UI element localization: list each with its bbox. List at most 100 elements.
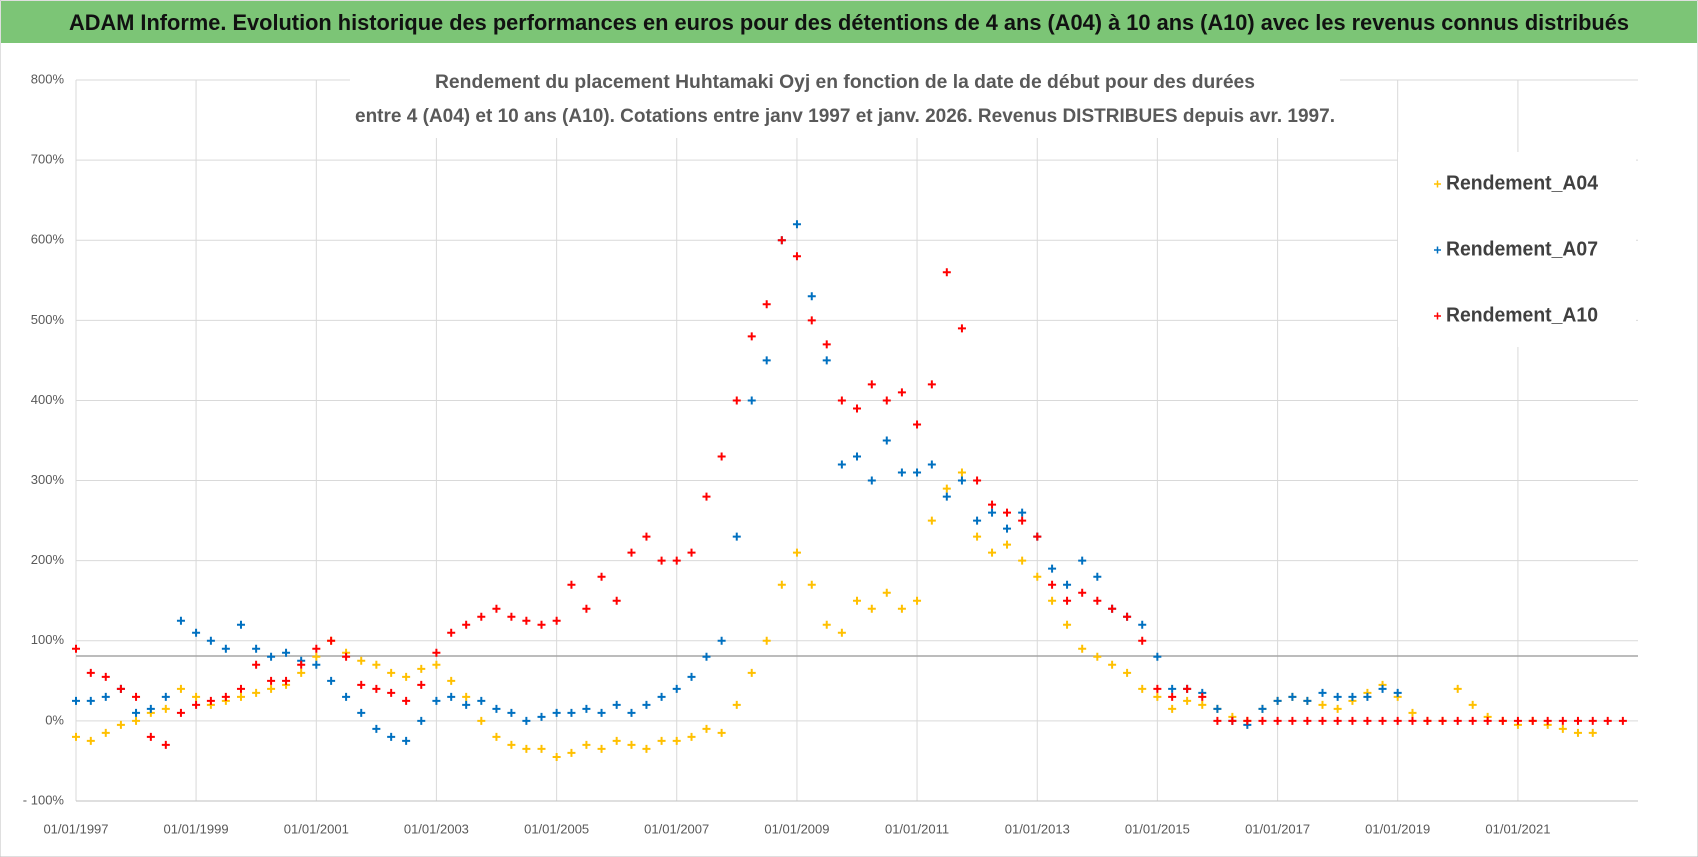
- point: [597, 708, 606, 717]
- point: [957, 324, 966, 333]
- point: [1363, 716, 1372, 725]
- point: [1438, 716, 1447, 725]
- point: [807, 292, 816, 301]
- point: [357, 656, 366, 665]
- point: [252, 660, 261, 669]
- point: [1108, 660, 1117, 669]
- point: [882, 396, 891, 405]
- point: [192, 628, 201, 637]
- point: [762, 636, 771, 645]
- point: [1318, 688, 1327, 697]
- point: [567, 708, 576, 717]
- point: [942, 484, 951, 493]
- point: [1048, 580, 1057, 589]
- point: [267, 676, 276, 685]
- point: [702, 652, 711, 661]
- point: [1243, 716, 1252, 725]
- point: [1618, 716, 1627, 725]
- point: [1393, 716, 1402, 725]
- point: [507, 708, 516, 717]
- point: [132, 708, 141, 717]
- legend-marker: [1434, 180, 1441, 188]
- point: [477, 716, 486, 725]
- point: [1423, 716, 1432, 725]
- point: [447, 628, 456, 637]
- legend-marker: [1434, 246, 1441, 254]
- point: [1453, 684, 1462, 693]
- point: [342, 652, 351, 661]
- point: [1393, 688, 1402, 697]
- point: [552, 616, 561, 625]
- point: [1528, 716, 1537, 725]
- point: [372, 684, 381, 693]
- point: [236, 692, 245, 701]
- point: [1498, 716, 1507, 725]
- legend-marker: [1434, 312, 1441, 320]
- point: [1138, 620, 1147, 629]
- point: [1048, 564, 1057, 573]
- point: [897, 604, 906, 613]
- point: [327, 676, 336, 685]
- point: [1033, 572, 1042, 581]
- point: [1063, 580, 1072, 589]
- point: [161, 704, 170, 713]
- point: [687, 732, 696, 741]
- y-tick-label: 200%: [31, 552, 65, 567]
- point: [161, 692, 170, 701]
- point: [672, 736, 681, 745]
- point: [1063, 596, 1072, 605]
- point: [402, 672, 411, 681]
- point: [507, 740, 516, 749]
- point: [897, 468, 906, 477]
- point: [1573, 728, 1582, 737]
- point: [522, 744, 531, 753]
- point: [1273, 716, 1282, 725]
- point: [837, 460, 846, 469]
- point: [221, 692, 230, 701]
- point: [236, 620, 245, 629]
- point: [942, 268, 951, 277]
- point: [1408, 716, 1417, 725]
- y-tick-label: 100%: [31, 632, 65, 647]
- point: [1018, 556, 1027, 565]
- point: [777, 580, 786, 589]
- point: [387, 732, 396, 741]
- subtitle: entre 4 (A04) et 10 ans (A10). Cotations…: [355, 106, 1335, 127]
- title-bar: [1, 1, 1697, 43]
- point: [146, 732, 155, 741]
- point: [853, 404, 861, 413]
- point: [357, 680, 366, 689]
- point: [372, 724, 381, 733]
- point: [807, 316, 816, 325]
- point: [447, 676, 456, 685]
- point: [867, 476, 876, 485]
- point: [176, 708, 185, 717]
- point: [988, 500, 997, 509]
- point: [732, 700, 741, 709]
- point: [597, 744, 606, 753]
- x-tick-label: 01/01/2017: [1245, 821, 1310, 836]
- point: [1303, 696, 1312, 705]
- point: [552, 752, 561, 761]
- point: [1258, 704, 1267, 713]
- point: [1003, 508, 1012, 517]
- point: [1138, 684, 1147, 693]
- point: [612, 596, 621, 605]
- point: [1573, 716, 1582, 725]
- point: [432, 660, 441, 669]
- point: [192, 692, 201, 701]
- point: [297, 660, 306, 669]
- point: [627, 548, 636, 557]
- point: [462, 692, 471, 701]
- point: [882, 588, 891, 597]
- legend-label: Rendement_A10: [1446, 304, 1598, 326]
- x-tick-label: 01/01/2015: [1125, 821, 1190, 836]
- point: [973, 532, 982, 541]
- point: [1153, 692, 1162, 701]
- point: [1108, 604, 1117, 613]
- point: [327, 636, 336, 645]
- point: [1213, 704, 1222, 713]
- point: [642, 700, 651, 709]
- point: [957, 476, 966, 485]
- y-tick-label: 700%: [31, 152, 65, 167]
